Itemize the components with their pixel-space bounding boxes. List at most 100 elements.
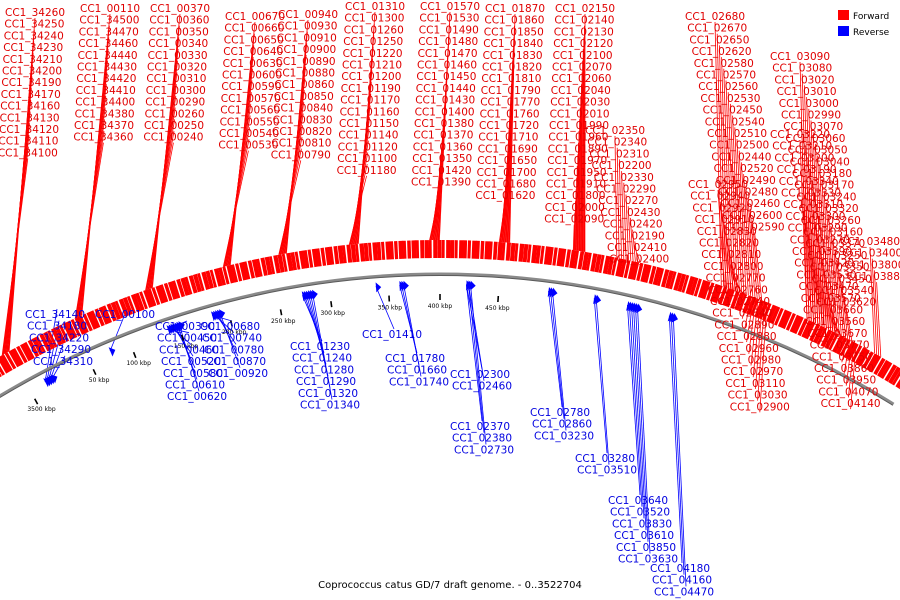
- reverse-gene-feature: [551, 287, 558, 298]
- reverse-leader-line: [670, 316, 685, 575]
- forward-gene-label: CC1_02030: [550, 97, 610, 109]
- forward-gene-label: CC1_01190: [341, 83, 401, 95]
- reverse-gene-feature: [218, 309, 226, 319]
- forward-gene-feature: [0, 354, 13, 372]
- forward-gene-feature: [777, 309, 790, 328]
- forward-leader-line: [876, 282, 882, 357]
- forward-gene-label: CC1_02480: [718, 187, 778, 199]
- forward-gene-label: CC1_00840: [273, 103, 333, 115]
- reverse-gene-feature: [403, 280, 409, 291]
- forward-leader-line: [812, 210, 821, 326]
- forward-leader-line: [817, 155, 825, 328]
- forward-gene-label: CC1_02190: [605, 230, 665, 242]
- forward-leader-line: [579, 107, 581, 252]
- forward-leader-line: [843, 295, 851, 341]
- forward-gene-feature: [577, 251, 585, 270]
- forward-gene-feature: [665, 270, 674, 289]
- forward-gene-feature: [851, 345, 863, 363]
- forward-gene-label: CC1_02490: [716, 175, 776, 187]
- legend-label-reverse: Reverse: [853, 28, 890, 38]
- forward-gene-label: CC1_00940: [278, 9, 338, 21]
- forward-gene-label: CC1_00240: [143, 132, 203, 144]
- reverse-gene-label: CC1_34180: [27, 321, 87, 333]
- forward-leader-line: [574, 189, 577, 251]
- forward-gene-feature: [74, 316, 87, 335]
- forward-gene-label: CC1_02460: [720, 198, 780, 210]
- forward-leader-line: [717, 189, 725, 287]
- forward-gene-feature: [710, 283, 720, 303]
- reverse-gene-label: CC1_03280: [575, 453, 635, 465]
- forward-gene-label: CC1_03540: [814, 285, 874, 297]
- forward-gene-label: CC1_03370: [805, 238, 865, 250]
- forward-gene-label: CC1_01950: [547, 167, 607, 179]
- forward-gene-label: CC1_01260: [344, 24, 404, 36]
- forward-gene-label: CC1_03070: [783, 121, 843, 133]
- reverse-gene-label: CC1_00390: [155, 321, 215, 333]
- forward-leader-line: [819, 245, 827, 329]
- forward-gene-label: CC1_01470: [418, 48, 478, 60]
- forward-gene-feature: [54, 326, 67, 344]
- forward-gene-labels: CC1_34260CC1_34250CC1_34240CC1_34230CC1_…: [0, 1, 900, 413]
- forward-gene-label: CC1_01450: [416, 71, 476, 83]
- forward-gene-label: CC1_34430: [77, 62, 137, 74]
- forward-leader-line: [804, 163, 812, 322]
- forward-gene-feature: [407, 240, 412, 259]
- scale-tick-label: 400 kbp: [428, 303, 453, 310]
- forward-gene-label: CC1_00670: [225, 11, 285, 23]
- scale-tick-label: 200 kbp: [222, 329, 247, 336]
- reverse-leader-line: [403, 284, 422, 377]
- forward-gene-feature: [505, 242, 511, 261]
- forward-gene-label: CC1_02890: [714, 319, 774, 331]
- forward-gene-label: CC1_02990: [781, 110, 841, 122]
- reverse-gene-label: CC1_00780: [204, 344, 264, 356]
- forward-gene-label: CC1_01200: [341, 71, 401, 83]
- forward-gene-label: CC1_03020: [774, 74, 834, 86]
- forward-gene-feature: [298, 250, 307, 269]
- forward-gene-feature: [556, 248, 564, 267]
- forward-gene-feature: [122, 297, 133, 316]
- forward-gene-label: CC1_01460: [417, 60, 477, 72]
- forward-gene-label: CC1_02430: [600, 207, 660, 219]
- forward-gene-feature: [706, 282, 715, 301]
- forward-gene-label: CC1_01360: [413, 141, 473, 153]
- forward-gene-label: CC1_00860: [274, 79, 334, 91]
- reverse-gene-feature: [108, 347, 116, 357]
- forward-gene-label: CC1_03770: [810, 340, 870, 352]
- forward-gene-label: CC1_02090: [544, 214, 604, 226]
- forward-leader-line: [752, 220, 760, 300]
- forward-gene-feature: [854, 347, 868, 366]
- forward-gene-feature: [526, 244, 532, 263]
- reverse-leader-line: [219, 312, 241, 368]
- scale-tick: [92, 368, 97, 376]
- forward-gene-label: CC1_00530: [218, 140, 278, 152]
- forward-gene-label: CC1_34410: [76, 85, 136, 97]
- forward-gene-feature: [770, 306, 781, 325]
- forward-gene-label: CC1_01490: [419, 24, 479, 36]
- forward-leader-line: [727, 92, 736, 291]
- forward-leader-line: [632, 229, 636, 262]
- forward-gene-feature: [518, 243, 525, 262]
- forward-gene-label: CC1_34360: [73, 132, 133, 144]
- forward-leader-line: [743, 174, 751, 296]
- forward-gene-feature: [143, 289, 154, 308]
- forward-gene-label: CC1_34230: [3, 42, 63, 54]
- reverse-gene-label: CC1_00870: [206, 356, 266, 368]
- forward-gene-feature: [324, 246, 332, 266]
- forward-gene-label: CC1_02140: [554, 15, 614, 27]
- forward-gene-feature: [590, 253, 598, 272]
- forward-gene-label: CC1_01100: [337, 153, 397, 165]
- reverse-gene-feature: [50, 374, 58, 384]
- forward-leader-line: [747, 197, 756, 298]
- reverse-gene-label: CC1_01740: [389, 376, 449, 388]
- forward-gene-feature: [797, 318, 809, 337]
- forward-gene-feature: [869, 355, 882, 373]
- forward-gene-label: CC1_00250: [144, 120, 204, 132]
- forward-gene-feature: [627, 260, 637, 280]
- genome-ring: [0, 272, 895, 406]
- forward-leader-line: [719, 45, 727, 288]
- scale-tick: [132, 351, 137, 359]
- reverse-leader-line: [468, 284, 485, 381]
- forward-gene-feature: [648, 265, 657, 285]
- forward-gene-feature: [359, 243, 366, 262]
- forward-gene-feature: [492, 241, 498, 260]
